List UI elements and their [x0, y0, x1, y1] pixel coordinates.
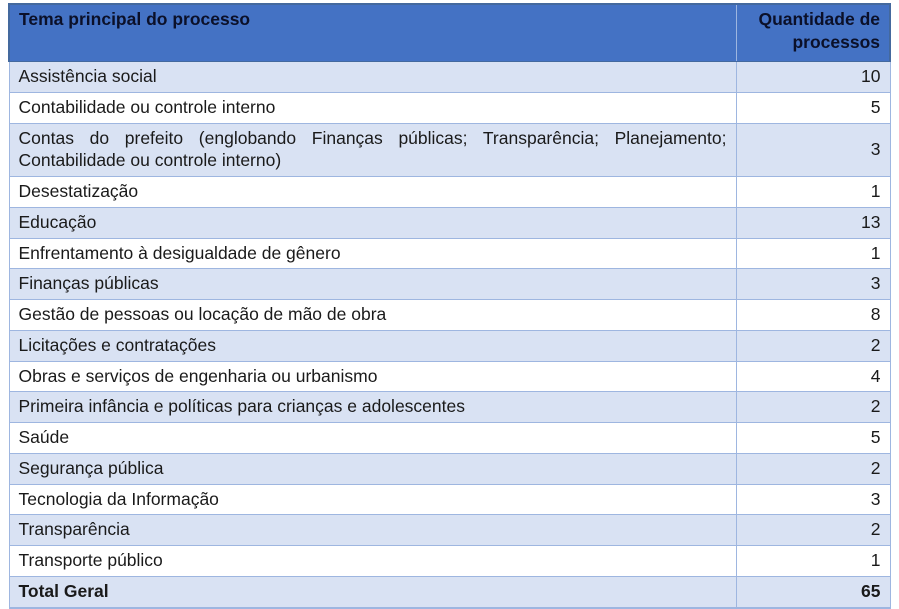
table-footer: Total Geral 65 [8, 575, 891, 609]
count-cell: 2 [735, 391, 891, 423]
theme-cell: Obras e serviços de engenharia ou urbani… [8, 360, 737, 393]
table-row: Gestão de pessoas ou locação de mão de o… [8, 299, 891, 331]
column-header-tema: Tema principal do processo [8, 3, 737, 62]
table-header: Tema principal do processo Quantidade de… [8, 3, 891, 62]
process-theme-table: Tema principal do processo Quantidade de… [8, 3, 891, 609]
theme-cell: Segurança pública [8, 452, 737, 485]
theme-cell: Educação [8, 206, 737, 239]
theme-cell: Primeira infância e políticas para crian… [8, 391, 737, 423]
count-cell: 10 [735, 61, 891, 93]
theme-cell: Gestão de pessoas ou locação de mão de o… [8, 299, 737, 331]
theme-cell: Desestatização [8, 176, 737, 208]
theme-cell: Assistência social [8, 61, 737, 93]
theme-cell: Contas do prefeito (englobando Finanças … [8, 122, 737, 177]
table-row: Obras e serviços de engenharia ou urbani… [8, 360, 891, 393]
theme-cell: Contabilidade ou controle interno [8, 91, 737, 124]
total-row: Total Geral 65 [8, 575, 891, 609]
table-row: Transporte público 1 [8, 545, 891, 577]
table-row: Contas do prefeito (englobando Finanças … [8, 122, 891, 177]
theme-cell: Enfrentamento à desigualdade de gênero [8, 237, 737, 270]
table-row: Desestatização 1 [8, 176, 891, 208]
table-row: Segurança pública 2 [8, 452, 891, 485]
count-cell: 3 [735, 268, 891, 300]
table-row: Tecnologia da Informação 3 [8, 483, 891, 516]
table-row: Transparência 2 [8, 514, 891, 546]
theme-cell: Finanças públicas [8, 268, 737, 300]
count-cell: 1 [735, 237, 891, 270]
header-row: Tema principal do processo Quantidade de… [8, 3, 891, 62]
theme-cell: Transparência [8, 514, 737, 546]
count-cell: 4 [735, 360, 891, 393]
count-cell: 1 [735, 545, 891, 577]
count-cell: 2 [735, 329, 891, 362]
table-row: Finanças públicas 3 [8, 268, 891, 300]
table-row: Educação 13 [8, 206, 891, 239]
theme-cell: Saúde [8, 422, 737, 454]
count-cell: 3 [735, 483, 891, 516]
table-row: Saúde 5 [8, 422, 891, 454]
total-value-cell: 65 [735, 575, 891, 609]
table-row: Licitações e contratações 2 [8, 329, 891, 362]
table-row: Primeira infância e políticas para crian… [8, 391, 891, 423]
theme-cell: Transporte público [8, 545, 737, 577]
total-label-cell: Total Geral [8, 575, 737, 609]
theme-cell: Tecnologia da Informação [8, 483, 737, 516]
count-cell: 5 [735, 91, 891, 124]
column-header-quantidade: Quantidade de processos [735, 3, 891, 62]
theme-cell: Licitações e contratações [8, 329, 737, 362]
count-cell: 8 [735, 299, 891, 331]
table-body: Assistência social 10 Contabilidade ou con… [8, 61, 891, 577]
count-cell: 13 [735, 206, 891, 239]
count-cell: 1 [735, 176, 891, 208]
count-cell: 3 [735, 122, 891, 177]
count-cell: 2 [735, 452, 891, 485]
count-cell: 5 [735, 422, 891, 454]
table-row: Enfrentamento à desigualdade de gênero 1 [8, 237, 891, 270]
table-row: Assistência social 10 [8, 61, 891, 93]
table-row: Contabilidade ou controle interno 5 [8, 91, 891, 124]
count-cell: 2 [735, 514, 891, 546]
